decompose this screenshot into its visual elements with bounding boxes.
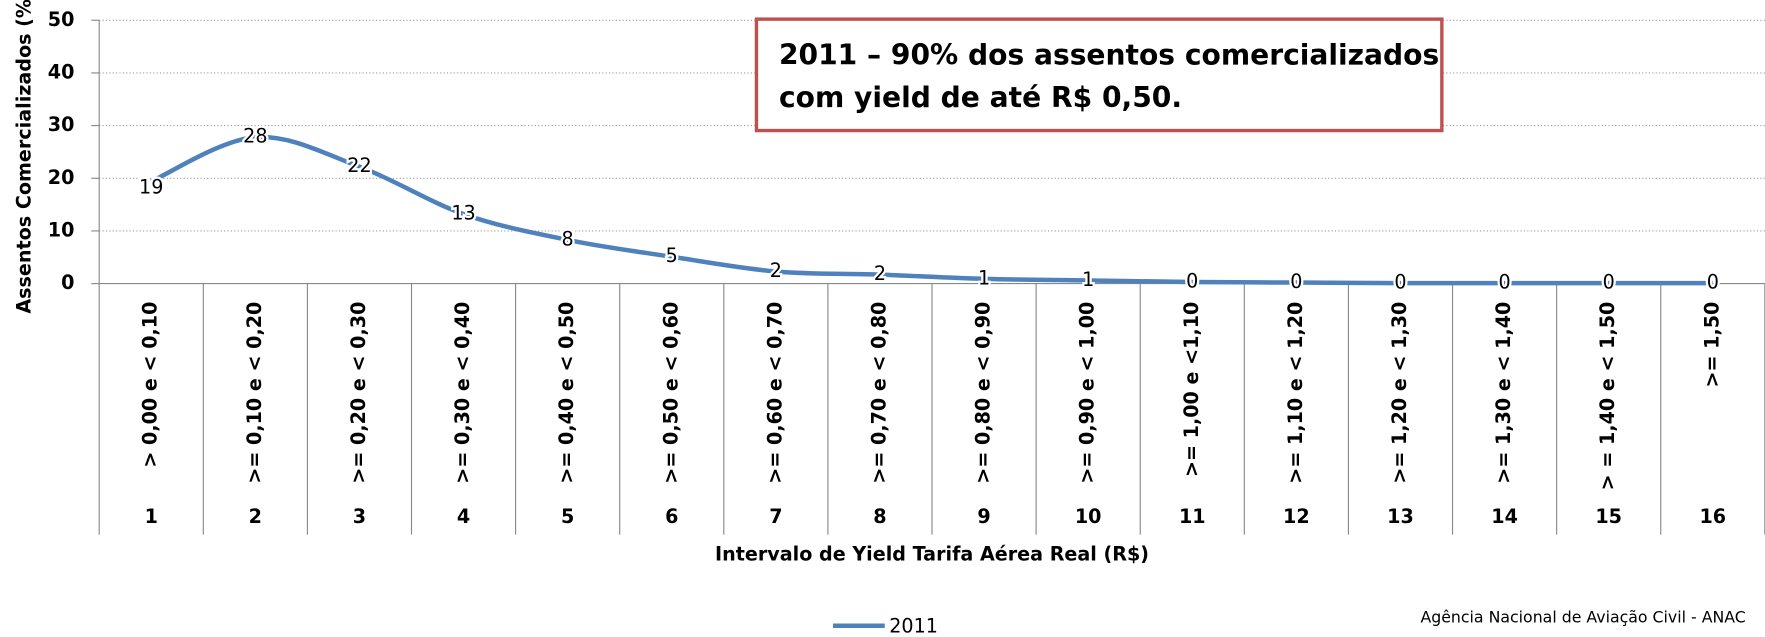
interval-label: > 0,00 e < 0,10	[139, 302, 162, 468]
x-tick-label: 4	[457, 505, 470, 528]
data-label: 28	[243, 125, 267, 148]
interval-label: >= 1,20 e < 1,30	[1388, 302, 1411, 484]
interval-label: >= 0,10 e < 0,20	[243, 302, 266, 484]
data-label: 2	[770, 259, 782, 282]
y-tick-label: 20	[48, 166, 75, 189]
x-axis-title: Intervalo de Yield Tarifa Aérea Real (R$…	[715, 542, 1149, 565]
data-label: 5	[666, 244, 678, 267]
y-tick-label: 50	[48, 8, 75, 31]
data-label: 0	[1499, 271, 1511, 294]
data-label: 8	[562, 227, 574, 250]
data-label: 13	[451, 202, 475, 225]
x-tick-label: 2	[249, 505, 262, 528]
interval-label: >= 1,50	[1700, 302, 1723, 388]
interval-label: >= 0,20 e < 0,30	[347, 302, 370, 484]
data-label: 1	[978, 266, 990, 289]
x-tick-label: 6	[665, 505, 678, 528]
x-tick-label: 8	[873, 505, 886, 528]
data-line	[150, 134, 1713, 286]
interval-label: >= 1,10 e < 1,20	[1284, 302, 1307, 484]
interval-label: >= 0,30 e < 0,40	[451, 302, 474, 484]
data-label: 1	[1082, 268, 1094, 291]
x-tick-label: 11	[1179, 505, 1206, 528]
data-label: 0	[1603, 271, 1615, 294]
x-tick-label: 1	[145, 505, 158, 528]
y-tick-label: 40	[48, 60, 75, 83]
data-label: 22	[347, 154, 371, 177]
x-tick-label: 14	[1491, 505, 1518, 528]
x-tick-label: 16	[1699, 505, 1726, 528]
interval-label: >= 1,30 e < 1,40	[1492, 302, 1515, 484]
data-label: 2	[874, 262, 886, 285]
annotation-text: com yield de até R$ 0,50.	[779, 81, 1182, 114]
interval-label: >= 0,50 e < 0,60	[659, 302, 682, 484]
x-tick-label: 15	[1595, 505, 1622, 528]
legend-label: 2011	[889, 614, 938, 637]
interval-label: >= 0,90 e < 1,00	[1076, 302, 1099, 484]
y-tick-label: 10	[48, 218, 75, 241]
data-label: 0	[1186, 270, 1198, 293]
interval-label: >= 0,70 e < 0,80	[867, 302, 890, 484]
interval-label: >= 0,60 e < 0,70	[763, 302, 786, 484]
x-tick-label: 5	[561, 505, 574, 528]
x-tick-label: 13	[1387, 505, 1414, 528]
annotation-box	[754, 17, 1444, 133]
x-tick-label: 9	[977, 505, 990, 528]
source: Agência Nacional de Aviação Civil - ANAC	[1420, 607, 1745, 626]
data-label: 0	[1707, 271, 1719, 294]
x-tick-label: 12	[1283, 505, 1310, 528]
interval-label: >= 0,40 e < 0,50	[555, 302, 578, 484]
annotation-text: 2011 – 90% dos assentos comercializados	[779, 38, 1439, 71]
y-tick-label: 30	[48, 113, 75, 136]
data-label: 0	[1394, 271, 1406, 294]
y-tick-label: 0	[61, 271, 74, 294]
interval-label: > = 1,40 e < 1,50	[1596, 302, 1619, 491]
interval-label: >= 0,80 e < 0,90	[972, 302, 995, 484]
interval-label: >= 1,00 e <1,10	[1180, 302, 1203, 477]
data-label: 0	[1290, 270, 1302, 293]
y-axis-title: Assentos Comercializados (%)	[12, 0, 35, 314]
x-tick-label: 3	[353, 505, 366, 528]
data-label: 19	[139, 176, 163, 199]
x-tick-label: 7	[769, 505, 782, 528]
x-tick-label: 10	[1075, 505, 1102, 528]
